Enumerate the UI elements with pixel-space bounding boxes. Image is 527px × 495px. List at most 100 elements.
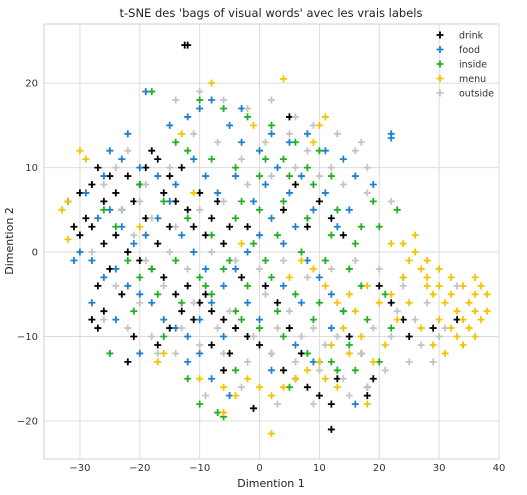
data-point-food <box>303 130 311 138</box>
data-point-inside <box>285 172 293 180</box>
data-point-drink <box>112 231 120 239</box>
data-point-menu <box>447 324 455 332</box>
data-point-food <box>333 223 341 231</box>
data-point-drink <box>154 155 162 163</box>
data-point-food <box>220 333 228 341</box>
data-point-outside <box>285 307 293 315</box>
legend-label-drink: drink <box>459 31 484 42</box>
data-point-food <box>321 189 329 197</box>
data-point-food <box>309 206 317 214</box>
data-point-outside <box>130 231 138 239</box>
data-point-menu <box>268 430 275 438</box>
data-point-drink <box>172 290 180 298</box>
legend: drink food inside menu outside <box>436 31 494 100</box>
data-point-outside <box>88 248 96 256</box>
data-point-food <box>345 206 353 214</box>
x-tick-label: 20 <box>373 463 386 474</box>
data-point-menu <box>309 138 317 146</box>
legend-label-inside: inside <box>459 60 487 71</box>
data-point-menu <box>411 248 419 256</box>
data-point-outside <box>238 383 246 391</box>
data-point-menu <box>429 290 437 298</box>
data-point-drink <box>220 240 228 248</box>
data-point-drink <box>363 392 371 400</box>
data-point-drink <box>76 231 84 239</box>
data-point-food <box>88 299 96 307</box>
data-point-outside <box>309 121 317 129</box>
data-point-outside <box>423 299 431 307</box>
data-point-inside <box>315 299 323 307</box>
data-point-food <box>136 164 144 172</box>
data-point-menu <box>279 75 287 83</box>
data-point-inside <box>256 172 264 180</box>
data-point-food <box>256 147 264 155</box>
data-point-drink <box>88 180 96 188</box>
x-tick-label: −10 <box>189 463 210 474</box>
data-point-food <box>124 130 132 138</box>
data-point-food <box>351 400 359 408</box>
data-point-inside <box>375 223 383 231</box>
data-point-menu <box>256 383 264 391</box>
data-point-menu <box>387 240 395 248</box>
data-point-inside <box>148 265 156 273</box>
data-point-outside <box>262 138 270 146</box>
legend-label-food: food <box>459 45 480 56</box>
data-point-outside <box>351 257 359 265</box>
legend-marker-inside <box>436 60 444 68</box>
data-point-drink <box>88 316 96 324</box>
data-point-food <box>208 375 216 383</box>
data-point-menu <box>375 299 383 307</box>
data-point-drink <box>154 341 162 349</box>
data-point-food <box>273 164 281 172</box>
data-point-inside <box>327 231 335 239</box>
data-point-outside <box>387 197 395 205</box>
data-point-menu <box>220 409 228 417</box>
data-point-outside <box>417 341 425 349</box>
data-point-food <box>387 134 395 142</box>
data-point-menu <box>309 265 317 273</box>
data-point-inside <box>291 138 299 146</box>
data-point-inside <box>136 273 144 281</box>
data-point-outside <box>369 324 377 332</box>
data-point-outside <box>381 366 389 374</box>
data-point-drink <box>214 197 222 205</box>
data-point-drink <box>166 172 174 180</box>
data-point-menu <box>333 299 341 307</box>
data-point-menu <box>411 231 419 239</box>
data-point-menu <box>471 307 479 315</box>
data-point-menu <box>82 155 90 163</box>
data-point-food <box>154 172 162 180</box>
data-point-outside <box>244 358 252 366</box>
data-point-inside <box>393 206 401 214</box>
data-point-outside <box>429 358 437 366</box>
data-point-menu <box>459 282 467 290</box>
data-point-food <box>82 189 90 197</box>
data-point-drink <box>250 404 258 412</box>
data-point-food <box>327 290 335 298</box>
data-point-inside <box>232 214 240 222</box>
data-point-outside <box>303 147 311 155</box>
data-point-inside <box>321 257 329 265</box>
data-point-drink <box>196 299 204 307</box>
data-point-outside <box>363 189 371 197</box>
chart-title: t-SNE des 'bags of visual words' avec le… <box>119 6 422 20</box>
data-point-outside <box>405 358 413 366</box>
x-tick-labels: −30 −20 −10 0 10 20 30 40 <box>69 463 505 474</box>
data-point-food <box>178 231 186 239</box>
data-point-inside <box>279 333 287 341</box>
x-axis-label: Dimention 1 <box>237 477 305 490</box>
data-point-food <box>262 180 270 188</box>
data-point-inside <box>262 155 270 163</box>
data-point-food <box>202 172 210 180</box>
data-point-drink <box>100 307 108 315</box>
data-point-inside <box>369 197 377 205</box>
data-point-inside <box>208 290 216 298</box>
data-point-inside <box>351 366 359 374</box>
data-point-drink <box>178 307 186 315</box>
data-point-inside <box>273 307 281 315</box>
data-point-outside <box>100 316 108 324</box>
data-point-drink <box>142 164 150 172</box>
data-point-food <box>285 189 293 197</box>
data-point-menu <box>339 324 347 332</box>
data-point-menu <box>477 316 485 324</box>
